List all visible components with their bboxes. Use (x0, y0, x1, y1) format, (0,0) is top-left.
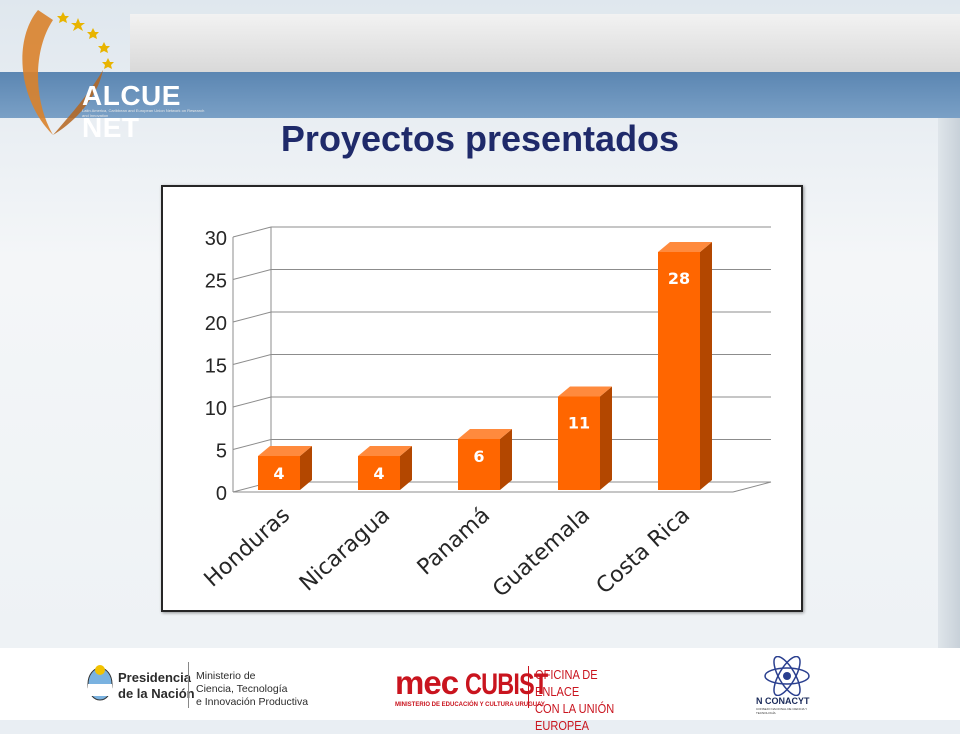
bar-side (300, 446, 312, 490)
x-tick-label: Honduras (200, 503, 295, 592)
oficina-line-1: OFICINA DE ENLACE (535, 667, 598, 699)
bar (358, 456, 400, 490)
x-tick-label: Panamá (413, 503, 495, 581)
logo-subtext: Latin America, Caribbean and European Un… (82, 108, 205, 118)
atom-icon (764, 655, 810, 697)
data-label: 4 (273, 464, 284, 483)
bar-top (358, 446, 412, 456)
y-tick-label: 25 (205, 271, 227, 293)
x-tick-label: Costa Rica (592, 503, 695, 599)
y-tick-label: 20 (205, 313, 227, 335)
y-tick-label: 30 (205, 228, 227, 250)
footer-divider (188, 662, 189, 708)
logo-text: ALCUE NET (82, 80, 181, 143)
page-title: Proyectos presentados (280, 118, 680, 159)
bar-side (400, 446, 412, 490)
ministerio-line-2: Ciencia, Tecnología (196, 683, 288, 695)
presidencia-line-1: Presidencia (118, 670, 191, 685)
mec-divider (528, 666, 529, 708)
x-tick-label: Guatemala (488, 503, 595, 603)
bar (558, 396, 600, 490)
ministerio-line-1: Ministerio de (196, 670, 256, 682)
header-blue-band (0, 72, 960, 118)
argentina-shield-icon (87, 665, 113, 701)
bar (458, 439, 500, 490)
ministerio-line-3: e Innovación Productiva (196, 696, 309, 708)
conacyt-subtext: CONSEJO NACIONAL DE CIENCIA Y TECNOLOGÍA (756, 707, 808, 715)
bar (258, 456, 300, 490)
bar-top (458, 429, 512, 439)
mec-cubist-logo: mec CUBIST MINISTERIO DE EDUCACIÓN Y CUL… (395, 664, 655, 733)
grid-depth-line (232, 396, 272, 408)
data-label: 6 (473, 447, 484, 466)
x-tick-label: Nicaragua (295, 503, 395, 597)
bar-chart: 0 5 10 15 20 25 30 4 Honduras 4 Nicaragua 6 Panamá 11… (200, 226, 772, 603)
presidencia-text: Presidencia de la Nación (118, 670, 195, 702)
data-label: 4 (373, 464, 384, 483)
conacyt-text: N CONACYT (756, 696, 810, 706)
y-tick-label: 0 (216, 483, 227, 505)
bar-top (258, 446, 312, 456)
y-tick-label: 10 (205, 398, 227, 420)
bar-side (700, 242, 712, 490)
presidencia-logo: Presidencia de la Nación Ministerio de C… (80, 658, 320, 712)
ministerio-text: Ministerio de Ciencia, Tecnología e Inno… (196, 670, 308, 709)
grid-depth-line (232, 354, 272, 365)
grid-depth-line (232, 311, 272, 323)
grid-depth-line (232, 226, 272, 238)
right-edge-decoration (938, 118, 960, 648)
bar-top (558, 386, 612, 397)
chart-frame: 0 5 10 15 20 25 30 4 Honduras 4 Nicaragua 6 Panamá 11… (161, 185, 803, 612)
header-banner (130, 14, 960, 73)
presidencia-line-2: de la Nación (118, 686, 195, 701)
floor-edge (732, 481, 772, 493)
mec-subtext: MINISTERIO DE EDUCACIÓN Y CULTURA URUGUA… (395, 702, 545, 708)
grid-depth-line (232, 439, 272, 450)
bar-top (658, 242, 712, 252)
y-tick-label: 5 (216, 441, 227, 463)
cubist-text: CUBIST (465, 668, 548, 701)
conacyt-logo: N CONACYT CONSEJO NACIONAL DE CIENCIA Y … (752, 655, 822, 718)
y-tick-label: 15 (205, 356, 227, 378)
data-label: 28 (668, 269, 690, 288)
footer-logos: Presidencia de la Nación Ministerio de C… (0, 648, 960, 733)
bar-side (600, 386, 612, 490)
oficina-line-2: CON LA UNIÓN EUROPEA (535, 701, 615, 733)
mec-text: mec (395, 664, 459, 701)
oficina-text: OFICINA DE ENLACE CON LA UNIÓN EUROPEA (535, 666, 637, 734)
grid-depth-line (232, 269, 272, 280)
bar-side (500, 429, 512, 490)
bar (658, 252, 700, 490)
logo-swoosh-icon (22, 10, 114, 135)
data-label: 11 (568, 414, 590, 433)
alcue-net-logo: ALCUE NET Latin America, Caribbean and E… (8, 0, 204, 143)
